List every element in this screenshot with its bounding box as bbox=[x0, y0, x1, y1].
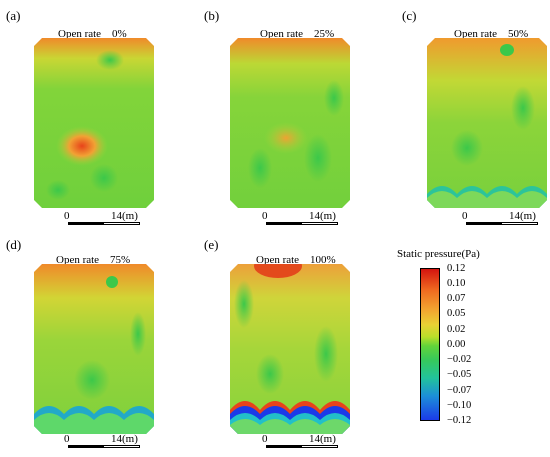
colorbar-tick: −0.05 bbox=[447, 369, 472, 380]
panel-label-a: (a) bbox=[6, 8, 21, 23]
scale-start-label: 0 bbox=[462, 210, 468, 222]
panel-label-d: (d) bbox=[6, 237, 22, 252]
panel-label-e: (e) bbox=[204, 237, 219, 252]
colorbar-tick: 0.07 bbox=[447, 293, 466, 304]
colorbar-tick: 0.00 bbox=[447, 339, 466, 350]
colorbar-tick: −0.10 bbox=[447, 400, 472, 411]
pressure-contour-a bbox=[34, 38, 154, 208]
colorbar-tick: −0.07 bbox=[447, 385, 472, 396]
pressure-contour-e bbox=[230, 264, 350, 434]
scale-bar-c: 0 14(m) bbox=[462, 210, 544, 232]
scale-bar-graphic bbox=[68, 222, 140, 225]
scale-end-label: 14(m) bbox=[111, 433, 138, 445]
pressure-contour-c bbox=[427, 38, 547, 208]
scale-end-label: 14(m) bbox=[111, 210, 138, 222]
scale-start-label: 0 bbox=[262, 210, 268, 222]
open-rate-label-d: Open rate 75% bbox=[56, 254, 131, 266]
colorbar-tick: 0.10 bbox=[447, 278, 466, 289]
scale-bar-e: 0 14(m) bbox=[262, 433, 344, 455]
scale-start-label: 0 bbox=[64, 210, 70, 222]
colorbar-tick: 0.12 bbox=[447, 263, 466, 274]
colorbar-tick: 0.05 bbox=[447, 308, 466, 319]
open-rate-label-b: Open rate 25% bbox=[260, 28, 335, 40]
scale-end-label: 14(m) bbox=[309, 210, 336, 222]
colorbar-tick: −0.12 bbox=[447, 415, 472, 426]
open-rate-label-c: Open rate 50% bbox=[454, 28, 529, 40]
pressure-contour-d bbox=[34, 264, 154, 434]
scale-bar-graphic bbox=[266, 222, 338, 225]
scale-start-label: 0 bbox=[64, 433, 70, 445]
colorbar-tick: −0.02 bbox=[447, 354, 472, 365]
scale-bar-graphic bbox=[266, 445, 338, 448]
panel-label-c: (c) bbox=[402, 8, 417, 23]
scale-bar-graphic bbox=[466, 222, 538, 225]
scale-bar-b: 0 14(m) bbox=[262, 210, 344, 232]
pressure-contour-b bbox=[230, 38, 350, 208]
colorbar bbox=[420, 268, 440, 421]
scale-bar-graphic bbox=[68, 445, 140, 448]
open-rate-label-e: Open rate 100% bbox=[256, 254, 336, 266]
scale-start-label: 0 bbox=[262, 433, 268, 445]
scale-end-label: 14(m) bbox=[509, 210, 536, 222]
scale-end-label: 14(m) bbox=[309, 433, 336, 445]
open-rate-label-a: Open rate 0% bbox=[58, 28, 127, 40]
panel-label-b: (b) bbox=[204, 8, 220, 23]
colorbar-title: Static pressure(Pa) bbox=[397, 248, 480, 260]
colorbar-tick: 0.02 bbox=[447, 324, 466, 335]
scale-bar-a: 0 14(m) bbox=[64, 210, 146, 232]
scale-bar-d: 0 14(m) bbox=[64, 433, 146, 455]
